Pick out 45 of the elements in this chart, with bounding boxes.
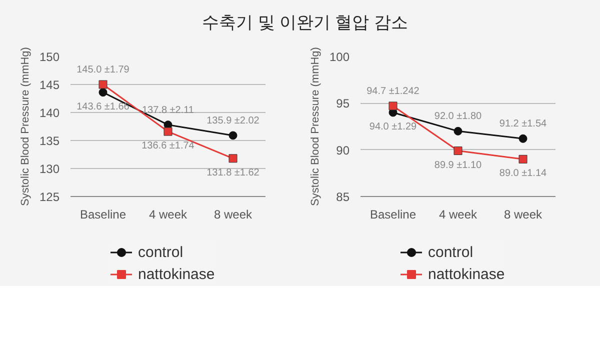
x-tick-label: Baseline [80,208,126,222]
data-label: 137.8 ±2.11 [142,104,194,116]
data-label: 143.6 ±1.66 [76,101,130,112]
point [228,154,238,163]
text: 수축기 및 이완기 혈압 감소 [202,12,408,34]
legend-label: control [138,242,184,262]
point [228,131,238,140]
point [164,127,172,136]
y-tick-label: 95 [336,96,350,111]
y-tick-label: 130 [39,162,60,176]
point [518,154,528,164]
data-label: 89.0 ±1.14 [499,168,548,180]
point [98,88,108,97]
y-tick-label: 145 [39,78,60,92]
y-tick-label: 135 [39,134,60,148]
data-label: 94.7 ±1.242 [366,86,420,97]
y-tick-label: 85 [336,190,350,204]
y-axis-title: Systolic Blood Pressure (mmHg) [19,47,32,206]
point [518,134,528,143]
data-label: 91.2 ±1.54 [499,118,548,130]
data-label: 94.0 ±1.29 [369,122,418,132]
data-label: 131.8 ±1.62 [206,167,260,178]
data-label: 92.0 ±1.80 [434,111,482,122]
x-tick-label: 8 week [504,208,544,222]
legend-label: control [428,242,474,262]
data-label: 145.0 ±1.79 [76,64,130,76]
point [454,146,462,156]
point [454,126,462,136]
data-label: 136.6 ±1.74 [142,140,195,152]
data-label: 89.9 ±1.10 [434,160,482,171]
x-tick-label: Baseline [370,208,416,222]
legend-label: nattokinase [428,264,505,284]
y-tick-label: 90 [336,143,350,158]
y-tick-label: 150 [39,50,60,64]
x-tick-label: 8 week [214,208,254,222]
legend-label: nattokinase [138,264,215,284]
point [388,102,398,110]
point [98,80,108,89]
data-label: 135.9 ±2.02 [206,115,260,126]
x-tick-label: 4 week [148,208,188,222]
y-tick-label: 140 [39,106,60,120]
y-tick-label: 100 [329,50,350,64]
y-axis-title: Systolic Blood Pressure (mmHg) [309,47,322,206]
y-tick-label: 125 [39,190,60,204]
x-tick-label: 4 week [438,208,478,222]
